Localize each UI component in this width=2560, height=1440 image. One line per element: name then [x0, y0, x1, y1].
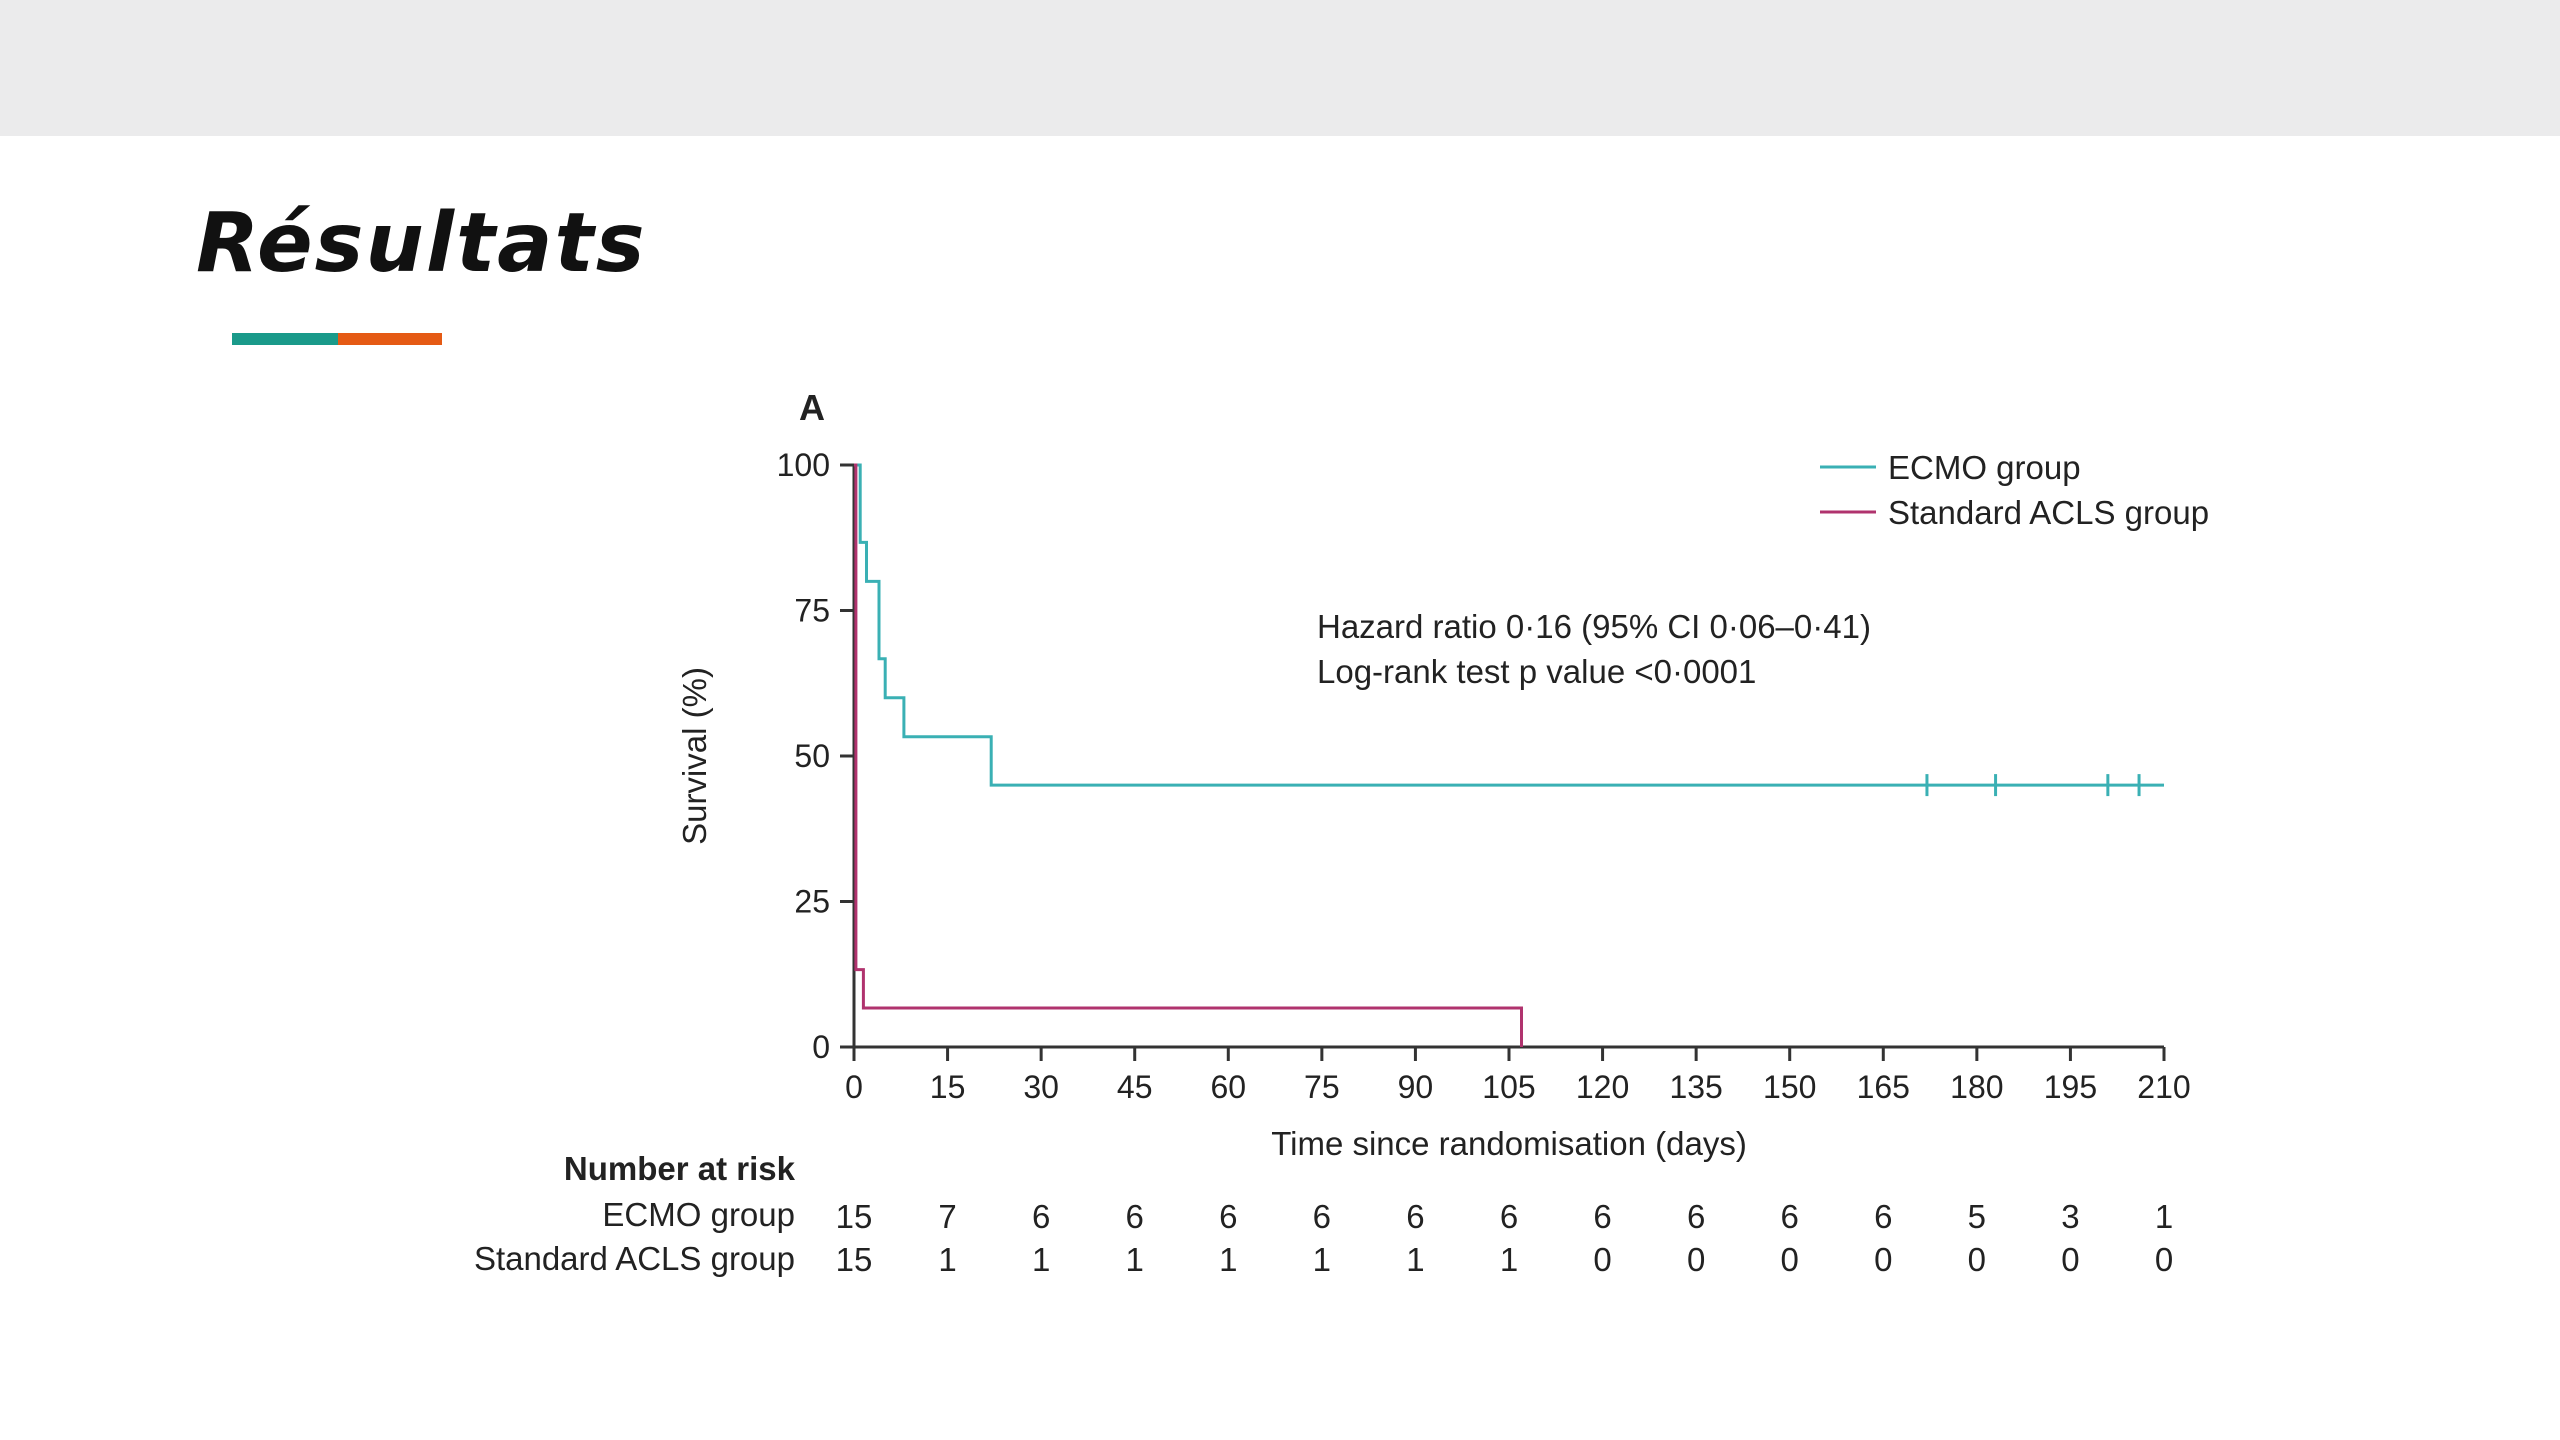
survival-curve-acls	[854, 463, 1523, 1047]
risk-value: 1	[938, 1241, 956, 1278]
slide-title: Résultats	[196, 196, 647, 291]
risk-value: 6	[1313, 1198, 1331, 1235]
x-tick-label: 120	[1576, 1069, 1629, 1105]
risk-value: 1	[1313, 1241, 1331, 1278]
risk-values: 15 7 6 6 6 6 6 6 6 6 6 6 5 3 1 15 1 1 1 1 1 1 1 0 0 0 0 0 0 0	[836, 1198, 2174, 1278]
legend-label-acls: Standard ACLS group	[1888, 494, 2209, 531]
risk-value: 0	[1781, 1241, 1799, 1278]
risk-row-label-ecmo: ECMO group	[602, 1196, 795, 1233]
risk-value: 1	[1126, 1241, 1144, 1278]
risk-value: 0	[1687, 1241, 1705, 1278]
x-tick-label: 210	[2137, 1069, 2190, 1105]
risk-value: 0	[2061, 1241, 2079, 1278]
title-accent-orange	[338, 333, 442, 345]
x-tick-label: 90	[1398, 1069, 1434, 1105]
risk-value: 6	[1406, 1198, 1424, 1235]
risk-value: 6	[1874, 1198, 1892, 1235]
legend: ECMO group Standard ACLS group	[1820, 449, 2209, 531]
title-accent-teal	[232, 333, 338, 345]
risk-value: 15	[836, 1241, 873, 1278]
risk-value: 7	[938, 1198, 956, 1235]
x-tick-label: 105	[1482, 1069, 1535, 1105]
x-tick-label: 195	[2044, 1069, 2097, 1105]
risk-value: 1	[2155, 1198, 2173, 1235]
risk-value: 6	[1126, 1198, 1144, 1235]
top-banner	[0, 0, 2560, 136]
risk-value: 6	[1500, 1198, 1518, 1235]
logrank-text: Log-rank test p value <0·0001	[1317, 653, 1756, 690]
x-tick-label: 0	[845, 1069, 863, 1105]
hazard-ratio-text: Hazard ratio 0·16 (95% CI 0·06–0·41)	[1317, 608, 1871, 645]
risk-value: 6	[1032, 1198, 1050, 1235]
x-tick-label: 45	[1117, 1069, 1153, 1105]
risk-value: 15	[836, 1198, 873, 1235]
number-at-risk-table: Number at risk ECMO group Standard ACLS …	[474, 1150, 2173, 1278]
y-axis-label: Survival (%)	[676, 667, 713, 845]
risk-value: 6	[1687, 1198, 1705, 1235]
x-tick-label: 75	[1304, 1069, 1340, 1105]
risk-value: 6	[1219, 1198, 1237, 1235]
x-tick-label: 30	[1023, 1069, 1059, 1105]
x-tick-label: 60	[1210, 1069, 1246, 1105]
stats-annotation: Hazard ratio 0·16 (95% CI 0·06–0·41) Log…	[1317, 608, 1871, 690]
x-tick-label: 135	[1669, 1069, 1722, 1105]
risk-value: 1	[1219, 1241, 1237, 1278]
x-tick-label: 180	[1950, 1069, 2003, 1105]
risk-value: 1	[1406, 1241, 1424, 1278]
series-layer	[854, 463, 2164, 1047]
risk-table-header: Number at risk	[564, 1150, 796, 1187]
risk-value: 0	[1968, 1241, 1986, 1278]
legend-label-ecmo: ECMO group	[1888, 449, 2081, 486]
y-tick-label: 100	[777, 447, 830, 483]
risk-value: 3	[2061, 1198, 2079, 1235]
risk-value: 6	[1781, 1198, 1799, 1235]
risk-value: 6	[1593, 1198, 1611, 1235]
axes: 0 25 50 75 100 0 15 30 45 60 75 90 105 120 135 150 165 18…	[777, 447, 2191, 1105]
x-tick-label: 150	[1763, 1069, 1816, 1105]
panel-label: A	[799, 387, 825, 428]
risk-value: 0	[2155, 1241, 2173, 1278]
survival-curve-ecmo	[854, 463, 2164, 787]
x-axis-label: Time since randomisation (days)	[1271, 1125, 1747, 1162]
x-tick-label: 15	[930, 1069, 966, 1105]
risk-value: 0	[1593, 1241, 1611, 1278]
risk-row-label-acls: Standard ACLS group	[474, 1240, 795, 1277]
risk-value: 0	[1874, 1241, 1892, 1278]
risk-value: 1	[1500, 1241, 1518, 1278]
y-tick-label: 75	[794, 593, 830, 629]
risk-value: 5	[1968, 1198, 1986, 1235]
y-tick-label: 50	[794, 738, 830, 774]
y-tick-label: 25	[794, 884, 830, 920]
x-tick-label: 165	[1857, 1069, 1910, 1105]
risk-value: 1	[1032, 1241, 1050, 1278]
y-tick-label: 0	[812, 1029, 830, 1065]
